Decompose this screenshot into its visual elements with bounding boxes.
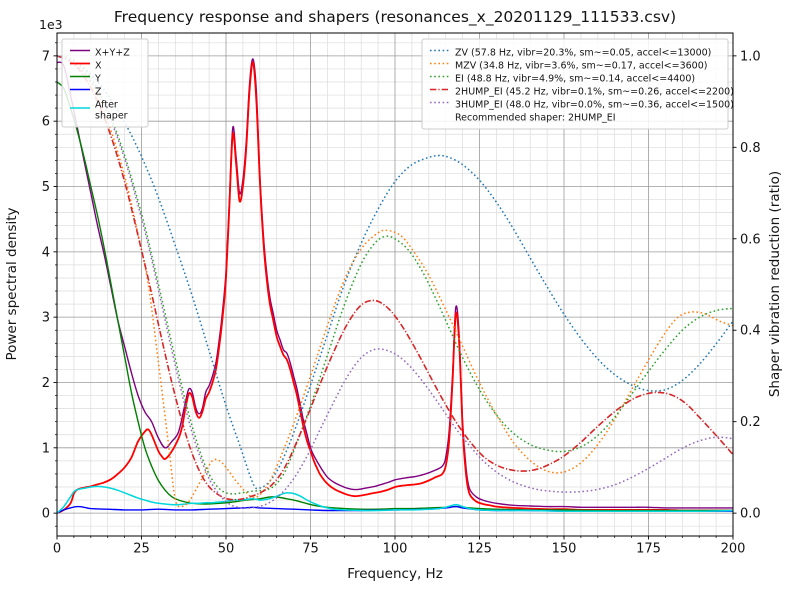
y-axis-offset-text: 1e3 <box>39 17 63 32</box>
left-y-tick-label: 3 <box>42 311 50 326</box>
left-y-tick-label: 5 <box>42 180 50 195</box>
psd-legend-box <box>61 38 149 128</box>
legend-label: After <box>95 100 118 111</box>
right-y-tick-label: 0.4 <box>740 324 761 339</box>
left-y-axis-label: Power spectral density <box>4 207 20 360</box>
legend-note: Recommended shaper: 2HUMP_EI <box>455 113 616 124</box>
x-axis-label: Frequency, Hz <box>347 566 443 582</box>
left-y-tick-label: 2 <box>42 376 50 391</box>
left-y-tick-label: 7 <box>42 49 50 64</box>
shaper-mzv-line <box>57 55 733 508</box>
left-y-tick-label: 0 <box>42 507 50 522</box>
shaper-legend-box <box>421 38 729 130</box>
right-y-tick-label: 0.6 <box>740 232 761 247</box>
x-tick-label: 125 <box>467 542 492 557</box>
psd-after-shaper-line <box>57 485 733 514</box>
right-y-axis-label: Shaper vibration reduction (ratio) <box>767 171 783 397</box>
legend-label: ZV (57.8 Hz, vibr=20.3%, sm~=0.05, accel… <box>455 48 711 59</box>
psd-x-line <box>57 61 733 514</box>
axes: 0 25 50 75 100 125 150 175 200 0 1 2 3 4 5 6 7 0.0 0.2 0.4 0… <box>42 32 761 557</box>
x-tick-label: 100 <box>383 542 408 557</box>
shaper-3hump-ei-line <box>57 55 733 509</box>
x-tick-label: 75 <box>302 542 319 557</box>
legend-label: shaper <box>95 111 128 122</box>
x-tick-label: 200 <box>721 542 746 557</box>
psd-y-line <box>57 81 733 512</box>
right-y-tick-label: 0.8 <box>740 141 761 156</box>
legend-label: 3HUMP_EI (48.0 Hz, vibr=0.0%, sm~=0.36, … <box>455 100 734 111</box>
legend-label: 2HUMP_EI (45.2 Hz, vibr=0.1%, sm~=0.26, … <box>455 87 734 98</box>
legend-label: EI (48.8 Hz, vibr=4.9%, sm~=0.14, accel<… <box>455 74 695 85</box>
chart-title: Frequency response and shapers (resonanc… <box>114 8 676 27</box>
legend-label: X <box>95 61 102 72</box>
legend-label: Z <box>95 87 102 98</box>
legend-label: MZV (34.8 Hz, vibr=3.6%, sm~=0.17, accel… <box>455 61 707 72</box>
shaper-2hump-ei-line <box>57 55 733 501</box>
legend-label: Y <box>94 74 101 85</box>
right-y-tick-label: 1.0 <box>740 49 761 64</box>
x-tick-label: 50 <box>218 542 235 557</box>
right-y-tick-label: 0.0 <box>740 507 761 522</box>
right-y-tick-label: 0.2 <box>740 415 761 430</box>
x-tick-label: 150 <box>552 542 577 557</box>
shaper-zv-line <box>57 55 733 490</box>
x-tick-label: 25 <box>133 542 150 557</box>
x-tick-label: 0 <box>53 542 61 557</box>
left-y-tick-label: 1 <box>42 441 50 456</box>
psd-xyz-line <box>57 58 733 509</box>
x-tick-label: 175 <box>636 542 661 557</box>
legend-label: X+Y+Z <box>95 48 130 59</box>
left-y-tick-label: 6 <box>42 115 50 130</box>
plot-curves <box>57 55 733 514</box>
left-y-tick-label: 4 <box>42 245 50 260</box>
